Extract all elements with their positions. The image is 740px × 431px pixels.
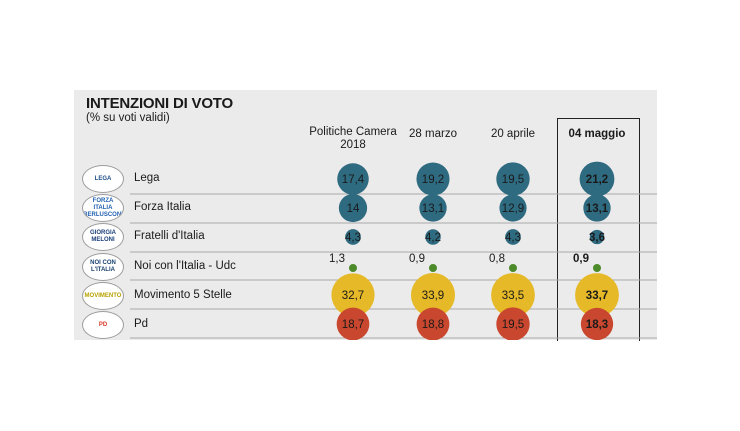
bubble: [338, 193, 368, 223]
bubble: [337, 163, 369, 195]
bubble-value-label: 12,9: [502, 203, 524, 215]
bubble-value-label: 19,2: [422, 174, 444, 186]
noi-con-italia-logo-icon: NOI CON L'ITALIA: [82, 253, 124, 281]
bubble-value-label: 1,3: [329, 253, 345, 265]
bubble: [345, 229, 361, 245]
bubble-value-label: 4,2: [425, 232, 441, 244]
bubble: [575, 273, 619, 317]
bubble-chart: 17,4 19,2 19,5 21,2 14 13,1 12,9 13,1 4,3 4,2 4,3 3…: [130, 161, 657, 340]
bubble: [583, 194, 611, 222]
logo-text: GIORGIA MELONI: [89, 230, 116, 243]
bubble: [580, 307, 614, 340]
row-label-lega: Lega: [134, 172, 160, 184]
bubble-value-label: 33,7: [586, 290, 608, 302]
bubble: [331, 273, 375, 317]
bubble: [505, 229, 521, 245]
bubble-value-label: 18,3: [586, 319, 608, 331]
bubble-value-label: 32,7: [342, 290, 364, 302]
bubble-value-label: 14: [347, 203, 360, 215]
bubble-value-label: 13,1: [586, 203, 609, 215]
bubble: [579, 161, 615, 197]
column-header-politiche: Politiche Camera 2018: [309, 126, 397, 151]
bubble-value-label: 13,1: [422, 203, 444, 215]
bubble-value-label: 17,4: [342, 174, 365, 186]
row-label-pd: Pd: [134, 318, 149, 330]
column-header-28-marzo: 28 marzo: [409, 128, 457, 140]
bubble: [496, 307, 530, 340]
row-label-forza-italia: Forza Italia: [134, 201, 191, 213]
bubble-value-label: 18,8: [422, 319, 444, 331]
bubble: [593, 264, 601, 272]
bubble-value-label: 33,5: [502, 290, 524, 302]
logo-text: LEGA: [94, 175, 112, 182]
chart-subtitle: (% su voti validi): [86, 112, 170, 124]
bubble-value-label: 19,5: [502, 319, 524, 331]
bubble: [499, 194, 527, 222]
bubble: [491, 273, 535, 317]
bubble-value-label: 0,9: [409, 253, 425, 265]
column-header-04-maggio: 04 maggio: [568, 128, 626, 140]
bubble: [416, 162, 450, 196]
bubble: [349, 264, 357, 272]
bubble-value-label: 19,5: [502, 174, 524, 186]
bubble: [509, 264, 517, 272]
logo-text: NOI CON L'ITALIA: [90, 260, 116, 273]
bubble-value-label: 4,3: [505, 232, 521, 244]
logo-text: FORZA ITALIA BERLUSCONI: [83, 197, 123, 218]
movimento-5-stelle-logo-icon: MOVIMENTO: [82, 282, 124, 310]
lega-logo-icon: LEGA: [82, 165, 124, 193]
bubble-value-label: 4,3: [345, 232, 361, 244]
bubble-value-label: 3,6: [589, 232, 605, 244]
bubble-value-label: 0,8: [489, 253, 505, 265]
highlighted-column-frame: [557, 118, 640, 341]
bubble: [425, 229, 441, 245]
bubble: [416, 307, 450, 340]
logo-text: MOVIMENTO: [84, 292, 122, 299]
row-label-movimento-5-stelle: Movimento 5 Stelle: [134, 289, 232, 301]
bubble-value-label: 21,2: [586, 174, 608, 186]
logo-text: PD: [98, 321, 108, 328]
row-label-fratelli-italia: Fratelli d'Italia: [134, 230, 205, 242]
fratelli-italia-logo-icon: GIORGIA MELONI: [82, 223, 124, 251]
column-header-20-aprile: 20 aprile: [490, 128, 536, 140]
chart-panel: INTENZIONI DI VOTO (% su voti validi) Po…: [74, 90, 657, 341]
pd-logo-icon: PD: [82, 311, 124, 339]
bubble: [336, 307, 370, 340]
bubble: [496, 162, 530, 196]
bubble: [429, 264, 437, 272]
bubble: [419, 194, 447, 222]
bubble: [411, 273, 455, 317]
chart-title: INTENZIONI DI VOTO: [86, 95, 233, 112]
row-label-noi-con-italia: Noi con l'Italia - Udc: [134, 260, 236, 272]
bubble: [589, 229, 605, 245]
bubble-value-label: 0,9: [573, 253, 589, 265]
bubble-value-label: 33,9: [422, 290, 444, 302]
forza-italia-logo-icon: FORZA ITALIA BERLUSCONI: [82, 194, 124, 222]
bubble-value-label: 18,7: [342, 319, 364, 331]
